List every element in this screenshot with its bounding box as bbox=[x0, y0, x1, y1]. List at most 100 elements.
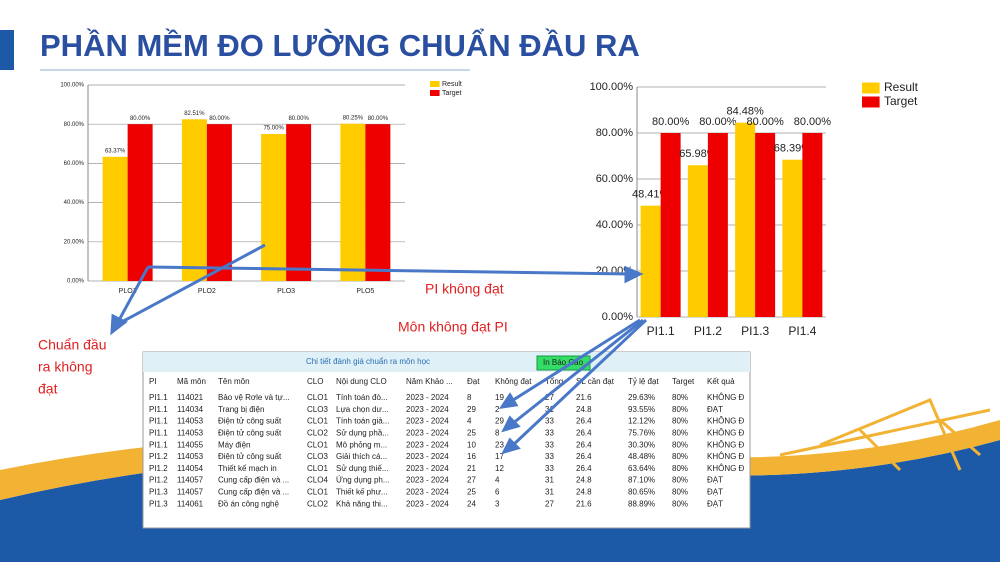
bar bbox=[206, 124, 232, 281]
table-cell: KHÔNG Đ bbox=[707, 429, 745, 438]
table-cell: 80% bbox=[672, 476, 688, 485]
table-cell: 21.6 bbox=[576, 393, 592, 402]
table-cell: 21 bbox=[467, 464, 476, 473]
table-cell: 26.4 bbox=[576, 417, 592, 426]
column-header: SL cần đạt bbox=[576, 377, 615, 386]
table-cell: CLO3 bbox=[307, 452, 328, 461]
table-cell: CLO2 bbox=[307, 429, 328, 438]
value-label: 80.00% bbox=[794, 116, 832, 128]
table-cell: CLO1 bbox=[307, 488, 328, 497]
table-cell: 33 bbox=[545, 429, 554, 438]
column-header: Năm Khảo ... bbox=[406, 377, 453, 386]
table-cell: Trang bị điện bbox=[218, 405, 264, 414]
table-cell: 2 bbox=[495, 405, 500, 414]
table-cell: 114057 bbox=[177, 476, 204, 485]
table-cell: 4 bbox=[467, 417, 472, 426]
table-cell: Điện tử công suất bbox=[218, 429, 282, 438]
table-cell: 114055 bbox=[177, 440, 204, 449]
table-cell: 2023 - 2024 bbox=[406, 452, 449, 461]
x-tick-label: PI1.3 bbox=[741, 324, 769, 338]
table-cell: Tính toán giả... bbox=[336, 417, 389, 426]
table-cell: 80% bbox=[672, 499, 688, 508]
table-cell: Ứng dụng ph... bbox=[336, 476, 390, 485]
column-header: Đạt bbox=[467, 377, 480, 386]
table-cell: CLO1 bbox=[307, 440, 328, 449]
table-cell: 80.65% bbox=[628, 488, 655, 497]
table-cell: 4 bbox=[495, 476, 500, 485]
table-cell: 12.12% bbox=[628, 417, 655, 426]
table-cell: 48.48% bbox=[628, 452, 655, 461]
column-header: Tổng bbox=[545, 377, 563, 386]
column-header: Không đạt bbox=[495, 377, 532, 386]
legend-label: Result bbox=[442, 81, 462, 88]
legend-swatch bbox=[430, 81, 440, 87]
table-cell: Máy điện bbox=[218, 440, 250, 449]
table-cell: 2023 - 2024 bbox=[406, 488, 449, 497]
table-cell: 87.10% bbox=[628, 476, 655, 485]
value-label: 75.00% bbox=[263, 126, 284, 132]
column-header: Mã môn bbox=[177, 377, 206, 386]
table-cell: ĐẠT bbox=[707, 476, 723, 485]
value-label: 82.51% bbox=[184, 111, 205, 117]
table-cell: Đồ án công nghệ bbox=[218, 499, 279, 508]
column-header: Nội dung CLO bbox=[336, 377, 387, 386]
table-cell: 17 bbox=[495, 452, 504, 461]
table-cell: CLO3 bbox=[307, 405, 328, 414]
table-cell: 29 bbox=[467, 405, 476, 414]
table-cell: Sử dụng phầ... bbox=[336, 429, 389, 438]
annotation: ra không bbox=[38, 359, 92, 375]
table-cell: 6 bbox=[495, 488, 500, 497]
table-cell: 26.4 bbox=[576, 452, 592, 461]
table-cell: 114021 bbox=[177, 393, 204, 402]
table-cell: 80% bbox=[672, 429, 688, 438]
table-cell: Điện tử công suất bbox=[218, 417, 282, 426]
table-cell: 31 bbox=[545, 476, 554, 485]
table-cell: 75.76% bbox=[628, 429, 655, 438]
print-button-label[interactable]: In Báo Cáo bbox=[543, 358, 584, 367]
table-cell: KHÔNG Đ bbox=[707, 464, 745, 473]
table-cell: KHÔNG Đ bbox=[707, 440, 745, 449]
bar bbox=[365, 124, 391, 281]
table-cell: 26.4 bbox=[576, 429, 592, 438]
value-label: 80.00% bbox=[652, 116, 690, 128]
bar bbox=[286, 124, 312, 281]
table-cell: 2023 - 2024 bbox=[406, 417, 449, 426]
table-cell: PI1.1 bbox=[149, 405, 168, 414]
y-tick-label: 80.00% bbox=[596, 127, 634, 139]
y-tick-label: 100.00% bbox=[60, 83, 84, 89]
table-cell: Bảo vệ Rơle và tự... bbox=[218, 393, 290, 402]
table-cell: 27 bbox=[545, 393, 554, 402]
value-label: 65.98% bbox=[679, 148, 717, 160]
value-label: 80.25% bbox=[343, 115, 364, 121]
table-cell: 24.8 bbox=[576, 476, 592, 485]
x-tick-label: PLO5 bbox=[356, 288, 374, 295]
column-header: Kết quả bbox=[707, 377, 735, 386]
bar bbox=[181, 119, 207, 282]
value-label: 80.00% bbox=[746, 116, 784, 128]
table-cell: 2023 - 2024 bbox=[406, 440, 449, 449]
bar bbox=[640, 205, 661, 317]
table-cell: 25 bbox=[467, 429, 476, 438]
table-cell: Thiết kế mạch in bbox=[218, 464, 277, 473]
legend-label: Target bbox=[442, 90, 462, 97]
table-cell: 24.8 bbox=[576, 405, 592, 414]
arrows bbox=[110, 243, 648, 455]
y-tick-label: 60.00% bbox=[64, 161, 85, 167]
column-header: CLO bbox=[307, 377, 323, 386]
table-cell: PI1.1 bbox=[149, 429, 168, 438]
table-cell: 12 bbox=[495, 464, 504, 473]
table-cell: 93.55% bbox=[628, 405, 655, 414]
table-cell: 114053 bbox=[177, 429, 204, 438]
table-cell: PI1.1 bbox=[149, 440, 168, 449]
bar bbox=[802, 133, 823, 317]
slide-title: PHẦN MỀM ĐO LƯỜNG CHUẨN ĐẦU RA bbox=[40, 27, 640, 63]
table-cell: 114061 bbox=[177, 499, 204, 508]
table-cell: 2023 - 2024 bbox=[406, 464, 449, 473]
table-cell: 16 bbox=[467, 452, 476, 461]
table-cell: 23 bbox=[495, 440, 504, 449]
table-cell: 26.4 bbox=[576, 440, 592, 449]
table-cell: 114057 bbox=[177, 488, 204, 497]
bar bbox=[340, 123, 366, 282]
table-cell: PI1.1 bbox=[149, 393, 168, 402]
table-cell: Mô phỏng m... bbox=[336, 440, 387, 449]
